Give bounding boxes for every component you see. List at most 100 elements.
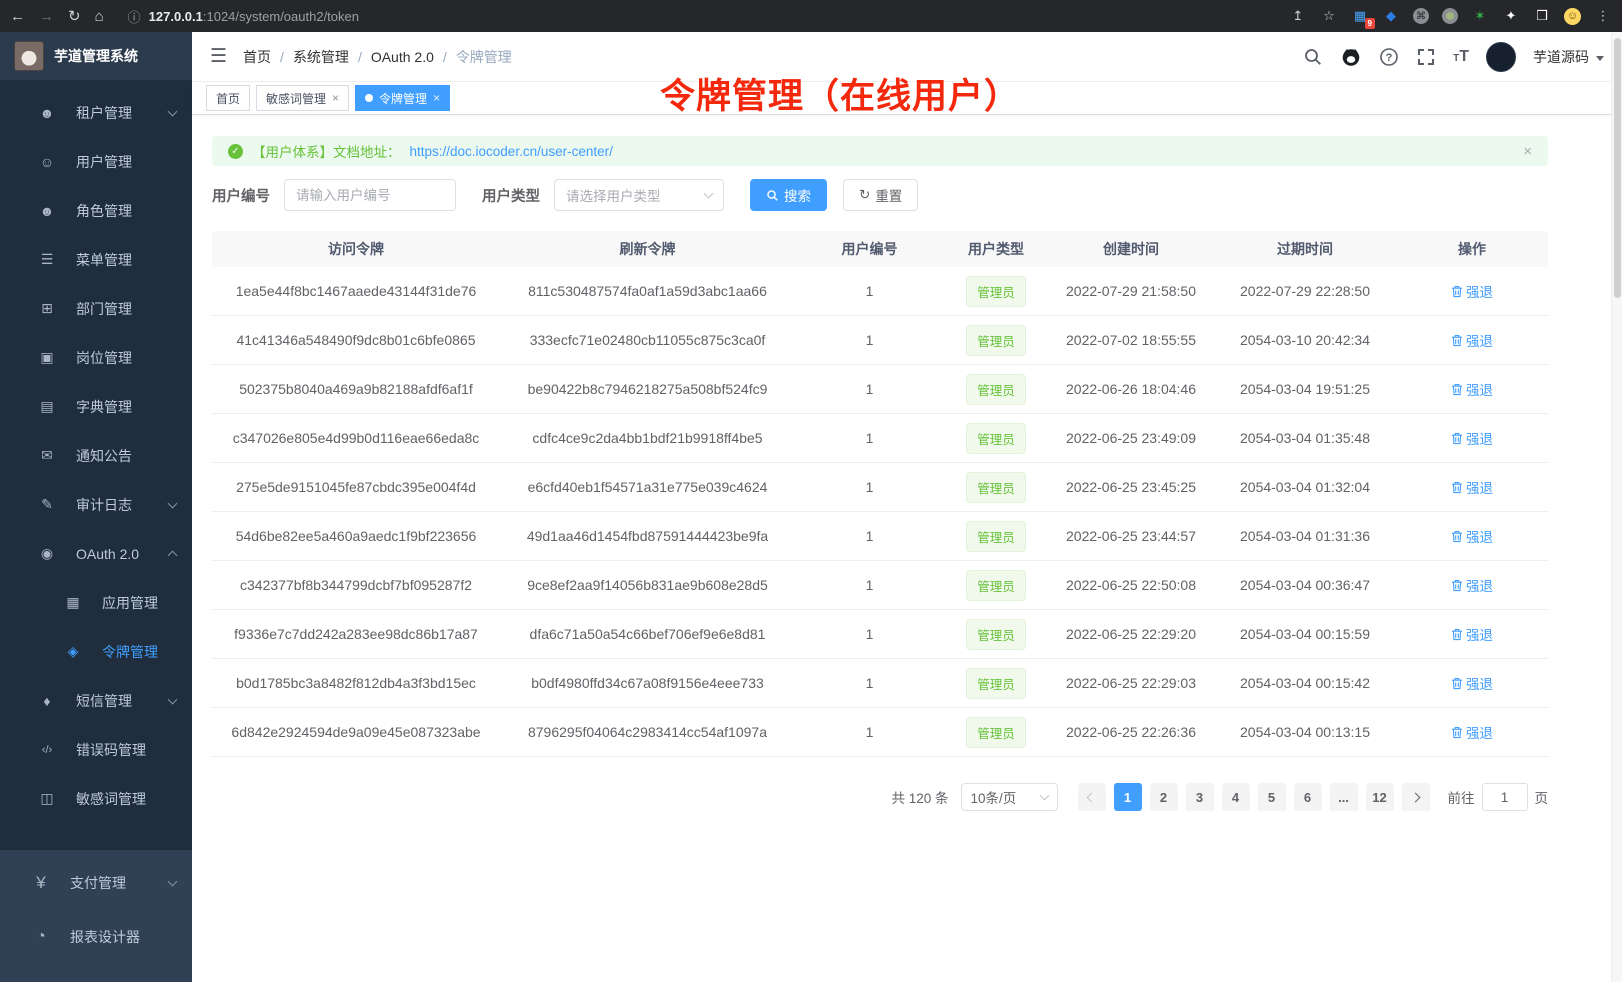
search-button[interactable]: 搜索 xyxy=(750,179,827,211)
info-icon[interactable]: ⓘ xyxy=(127,9,141,25)
user-id-cell: 1 xyxy=(865,430,874,446)
page-size-select[interactable]: 10条/页 xyxy=(960,783,1058,811)
font-size-icon[interactable]: TT xyxy=(1453,47,1469,65)
sidebar-item-label: 字典管理 xyxy=(76,398,132,415)
page-button-3[interactable]: 3 xyxy=(1185,783,1214,811)
user-id-label: 用户编号 xyxy=(212,188,270,205)
sidebar-item-user[interactable]: ☺ 用户管理 xyxy=(0,137,192,186)
col-actions: 操作 xyxy=(1458,241,1486,257)
force-logout-button[interactable]: 强退 xyxy=(1451,281,1493,301)
expires-cell: 2054-03-04 00:15:59 xyxy=(1240,626,1370,642)
user-type-select[interactable]: 请选择用户类型 xyxy=(554,179,724,211)
expires-cell: 2054-03-04 01:31:36 xyxy=(1240,528,1370,544)
page-button-2[interactable]: 2 xyxy=(1149,783,1178,811)
alert-close-icon[interactable]: × xyxy=(1523,142,1532,160)
breadcrumb-system[interactable]: 系统管理 xyxy=(292,48,349,65)
page-button-6[interactable]: 6 xyxy=(1293,783,1322,811)
scrollbar-thumb[interactable] xyxy=(1614,38,1621,298)
sidebar-item-label: 岗位管理 xyxy=(76,349,132,366)
tab-token-management[interactable]: 令牌管理 × xyxy=(355,85,451,111)
gem-extension-icon[interactable]: ◆ xyxy=(1386,8,1396,23)
force-logout-button[interactable]: 强退 xyxy=(1451,575,1493,595)
force-logout-button[interactable]: 强退 xyxy=(1451,722,1493,742)
page-button-1[interactable]: 1 xyxy=(1113,783,1142,811)
force-logout-button[interactable]: 强退 xyxy=(1451,624,1493,644)
page-button-4[interactable]: 4 xyxy=(1221,783,1250,811)
sidebar-item-sensitive-word[interactable]: ◫ 敏感词管理 xyxy=(0,774,192,823)
back-icon[interactable]: ← xyxy=(10,7,25,25)
home-icon[interactable]: ⌂ xyxy=(94,7,104,25)
star-extension-icon[interactable]: ✶ xyxy=(1474,8,1486,23)
goto-page-input[interactable] xyxy=(1481,783,1528,811)
user-menu[interactable]: 芋道源码 xyxy=(1533,47,1604,67)
breadcrumb-home[interactable]: 首页 xyxy=(243,48,272,65)
page-size-value: 10条/页 xyxy=(970,791,1017,806)
sidebar-item-role[interactable]: ☻ 角色管理 xyxy=(0,186,192,235)
sidebar-item-notice[interactable]: ✉ 通知公告 xyxy=(0,431,192,480)
help-icon[interactable]: ? xyxy=(1379,47,1399,67)
page-scrollbar[interactable] xyxy=(1611,32,1622,982)
browser-menu-icon[interactable]: ⋮ xyxy=(1596,8,1610,23)
app-logo[interactable]: 芋道管理系统 xyxy=(0,32,192,80)
prev-page-button[interactable] xyxy=(1077,783,1106,811)
user-id-input[interactable] xyxy=(296,187,444,203)
sidebar-item-oauth2-app[interactable]: ▦ 应用管理 xyxy=(0,578,192,627)
reload-icon[interactable]: ↻ xyxy=(68,8,81,25)
close-icon[interactable]: × xyxy=(332,91,340,105)
address-bar[interactable]: ⓘ 127.0.0.1:1024/system/oauth2/token xyxy=(128,7,1275,26)
split-screen-icon[interactable]: ❒ xyxy=(1536,8,1548,23)
force-logout-button[interactable]: 强退 xyxy=(1451,477,1493,497)
doc-link[interactable]: https://doc.iocoder.cn/user-center/ xyxy=(409,143,613,159)
force-logout-button[interactable]: 强退 xyxy=(1451,330,1493,350)
sidebar-item-menu[interactable]: ☰ 菜单管理 xyxy=(0,235,192,284)
created-cell: 2022-06-26 18:04:46 xyxy=(1066,381,1196,397)
tab-sensitive-word[interactable]: 敏感词管理 × xyxy=(256,85,350,111)
bookmark-star-icon[interactable]: ☆ xyxy=(1323,8,1335,23)
chevron-down-icon xyxy=(167,694,178,704)
breadcrumb-oauth2[interactable]: OAuth 2.0 xyxy=(370,48,434,65)
close-icon[interactable]: × xyxy=(433,91,441,105)
action-cell: 强退 xyxy=(1396,659,1548,707)
created-cell: 2022-06-25 22:29:20 xyxy=(1066,626,1196,642)
profile-avatar-icon[interactable]: ☺ xyxy=(1564,7,1581,25)
forward-icon[interactable]: → xyxy=(39,7,54,25)
top-navbar: ☰ 首页 / 系统管理 / OAuth 2.0 / 令牌管理 ? xyxy=(192,32,1622,82)
tab-home[interactable]: 首页 xyxy=(206,85,251,111)
sidebar-item-dept[interactable]: ⊞ 部门管理 xyxy=(0,284,192,333)
next-page-button[interactable] xyxy=(1401,783,1430,811)
sidebar-item-post[interactable]: ▣ 岗位管理 xyxy=(0,333,192,382)
sidebar-item-dict[interactable]: ▤ 字典管理 xyxy=(0,382,192,431)
extension-grid-icon[interactable]: ▦ 9 xyxy=(1351,8,1375,29)
sidebar-item-sms[interactable]: ♦ 短信管理 xyxy=(0,676,192,725)
sidebar-item-pay[interactable]: ¥ 支付管理 xyxy=(0,856,192,910)
sidebar-collapse-icon[interactable]: ☰ xyxy=(210,46,228,67)
sidebar-item-oauth2[interactable]: ◉ OAuth 2.0 xyxy=(0,529,192,578)
force-logout-button[interactable]: 强退 xyxy=(1451,673,1493,693)
recorder-extension-icon[interactable] xyxy=(1442,8,1458,24)
access-token-cell: 6d842e2924594de9a09e45e087323abe xyxy=(231,724,481,740)
sidebar-item-tenant[interactable]: ☻ 租户管理 xyxy=(0,88,192,137)
command-extension-icon[interactable]: ⌘ xyxy=(1413,8,1429,24)
sidebar-item-oauth2-token[interactable]: ◈ 令牌管理 xyxy=(0,627,192,676)
force-logout-button[interactable]: 强退 xyxy=(1451,526,1493,546)
force-logout-button[interactable]: 强退 xyxy=(1451,428,1493,448)
action-cell: 强退 xyxy=(1396,365,1548,413)
sidebar-item-report-designer[interactable]: ◔ 报表设计器 xyxy=(0,910,192,964)
puzzle-extension-icon[interactable]: ✦ xyxy=(1505,8,1517,23)
more-pages-button[interactable]: ... xyxy=(1329,783,1358,811)
access-token-cell: f9336e7c7dd242a283ee98dc86b17a87 xyxy=(234,626,478,642)
sidebar-item-error-code[interactable]: ‹/› 错误码管理 xyxy=(0,725,192,774)
fullscreen-icon[interactable] xyxy=(1416,47,1436,67)
access-token-cell: 1ea5e44f8bc1467aaede43144f31de76 xyxy=(235,283,477,299)
force-logout-button[interactable]: 强退 xyxy=(1451,379,1493,399)
page-button-5[interactable]: 5 xyxy=(1257,783,1286,811)
reset-button[interactable]: ↻ 重置 xyxy=(843,179,919,211)
table-row: 502375b8040a469a9b82188afdf6af1f be90422… xyxy=(212,365,1548,414)
share-icon[interactable]: ↥ xyxy=(1292,8,1304,23)
github-icon[interactable] xyxy=(1340,46,1362,68)
page-button-12[interactable]: 12 xyxy=(1365,783,1394,811)
user-avatar[interactable] xyxy=(1486,41,1516,72)
sidebar-item-audit-log[interactable]: ✎ 审计日志 xyxy=(0,480,192,529)
user-type-badge: 管理员 xyxy=(966,569,1026,601)
search-icon[interactable] xyxy=(1303,47,1323,67)
